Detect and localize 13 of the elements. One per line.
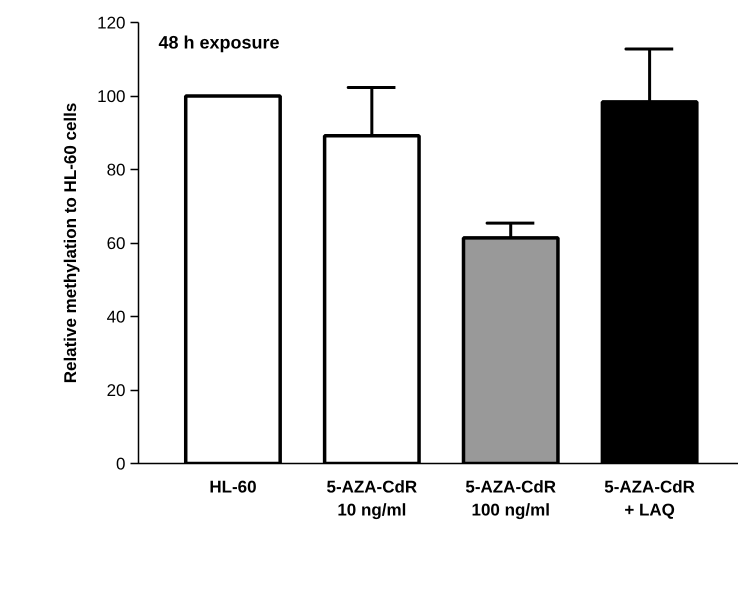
y-axis-title: Relative methylation to HL-60 cells xyxy=(61,102,80,384)
x-tick-label: 5-AZA-CdR 100 ng/ml xyxy=(465,478,556,520)
x-tick-label: 5-AZA-CdR 10 ng/ml xyxy=(326,478,418,520)
y-tick-label: 100 xyxy=(97,87,126,106)
y-tick-label: 120 xyxy=(97,14,126,32)
x-tick-label: 5-AZA-CdR + LAQ xyxy=(604,478,695,520)
y-tick-label: 60 xyxy=(106,234,126,253)
y-tick-label: 20 xyxy=(106,381,126,400)
x-tick-label: HL-60 xyxy=(209,478,257,496)
y-tick-label: 40 xyxy=(106,308,126,326)
text: 48 h exposure xyxy=(158,32,280,52)
y-tick-label: 80 xyxy=(106,160,126,180)
y-tick-label: 0 xyxy=(116,454,126,474)
